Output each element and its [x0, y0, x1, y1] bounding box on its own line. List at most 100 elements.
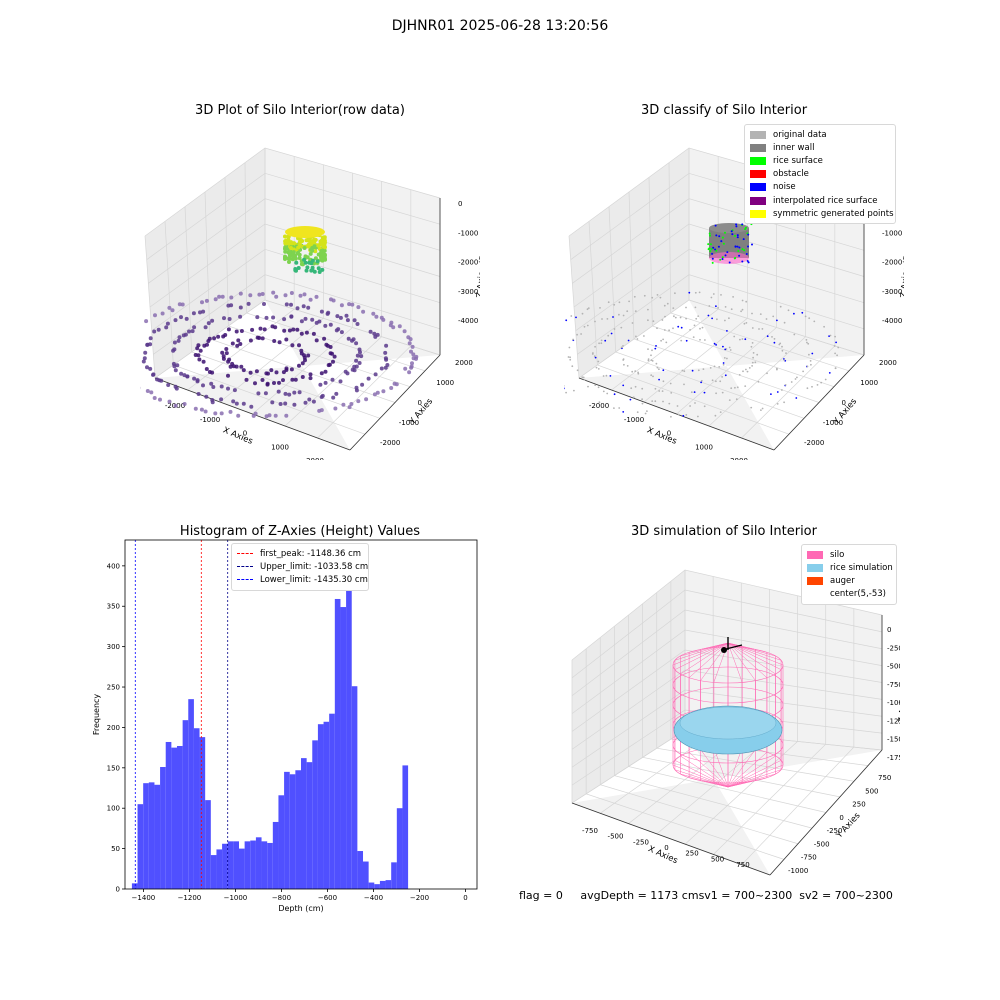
classify-point — [730, 387, 733, 390]
classify-point — [660, 339, 662, 342]
classify-point — [682, 414, 685, 417]
classify-point — [721, 236, 724, 239]
classify-point — [781, 389, 783, 391]
legend-swatch — [750, 143, 766, 152]
classify-point — [674, 316, 677, 319]
legend-label: Upper_limit: -1033.58 cm — [260, 561, 369, 572]
raw-point — [217, 294, 222, 299]
raw-point — [249, 404, 254, 409]
classify-point — [594, 320, 596, 323]
raw-point — [204, 367, 209, 371]
classify-point — [734, 257, 737, 259]
raw-3d-plot[interactable]: -2000 -1000 0 1000 2000 -2000 -1000 0 1000 2000 0 -… — [140, 140, 480, 460]
classify-point — [740, 310, 742, 313]
classify-point — [722, 345, 724, 348]
classify-point — [813, 320, 816, 323]
histogram-bar — [216, 849, 223, 889]
classify-point — [693, 324, 696, 327]
raw-point — [236, 338, 241, 343]
simulation-3d-plot[interactable]: -750-500-2500250500750-1000-750-500-2500… — [560, 555, 900, 880]
raw-point — [221, 354, 226, 359]
classify-point — [828, 335, 830, 337]
x-tick-label: -250 — [633, 838, 649, 846]
legend-item: Lower_limit: -1435.30 cm — [237, 573, 368, 586]
raw-point — [206, 321, 211, 326]
classify-point — [618, 313, 620, 316]
classify-point — [606, 392, 609, 395]
classify-point — [837, 346, 840, 349]
classify-point — [715, 249, 718, 252]
raw-point — [213, 411, 218, 416]
classify-point — [699, 338, 701, 341]
legend-item: obstacle — [750, 168, 890, 181]
silo-wire — [700, 749, 729, 788]
classify-point — [772, 315, 775, 318]
classify-point — [721, 258, 724, 260]
x-tick-label: -1000 — [624, 416, 644, 424]
raw-point — [338, 379, 343, 384]
classify-point — [680, 326, 683, 329]
classify-point — [776, 368, 778, 371]
classify-point — [683, 383, 685, 386]
grid-line — [148, 198, 441, 284]
y-tick-label: 0 — [839, 814, 843, 822]
legend-item: silo — [807, 548, 891, 561]
grid-line — [571, 629, 883, 714]
raw-point — [290, 377, 295, 382]
classify-point — [748, 367, 751, 369]
raw-point — [262, 302, 266, 306]
y-axis-line — [349, 354, 441, 451]
classify-point — [709, 234, 711, 237]
raw-point — [301, 304, 306, 309]
classify-point — [806, 387, 809, 390]
raw-point — [389, 386, 394, 390]
classify-point — [722, 242, 725, 245]
raw-point — [260, 378, 265, 382]
classify-point — [709, 243, 712, 246]
classify-point — [597, 386, 600, 389]
classify-point — [627, 339, 630, 342]
raw-point — [345, 371, 350, 376]
back-right-pane — [685, 570, 882, 750]
x-axis-label: X Axies — [221, 425, 254, 447]
classify-point — [716, 318, 718, 321]
raw-point — [204, 298, 209, 303]
classify-point — [801, 311, 804, 314]
classify-point — [806, 365, 809, 368]
classify-point — [715, 344, 717, 346]
classify-point — [808, 353, 810, 356]
raw-point — [232, 388, 237, 393]
raw-point — [145, 389, 150, 393]
z-tick-label: -1000 — [882, 229, 902, 237]
raw-point — [341, 402, 346, 407]
classify-point — [697, 315, 700, 317]
classify-point — [754, 361, 757, 364]
classify-point — [694, 402, 696, 404]
raw-point — [264, 315, 269, 320]
classify-point — [658, 390, 661, 392]
raw-point — [254, 369, 259, 374]
classify-point — [618, 407, 621, 409]
classify-point — [652, 320, 655, 323]
classify-point — [694, 291, 697, 294]
classify-point — [685, 306, 687, 309]
raw-point — [371, 311, 376, 316]
histogram-bar — [255, 837, 262, 889]
raw-point — [361, 309, 366, 314]
raw-point — [263, 391, 268, 396]
raw-point — [250, 327, 255, 332]
raw-point — [152, 396, 157, 400]
classify-point — [836, 354, 838, 357]
x-tick-label: 0 — [667, 430, 671, 438]
classify-point — [690, 391, 693, 394]
raw-point — [236, 413, 241, 418]
z-tick-label: 0 — [887, 626, 891, 634]
classify-point — [576, 369, 579, 372]
histogram-bar — [278, 795, 285, 889]
plot-frame — [124, 539, 478, 890]
y-tick-label: -2000 — [804, 439, 824, 447]
raw-point — [375, 390, 380, 395]
raw-point — [383, 365, 388, 370]
classify-point — [661, 319, 664, 321]
raw-point — [198, 348, 203, 353]
